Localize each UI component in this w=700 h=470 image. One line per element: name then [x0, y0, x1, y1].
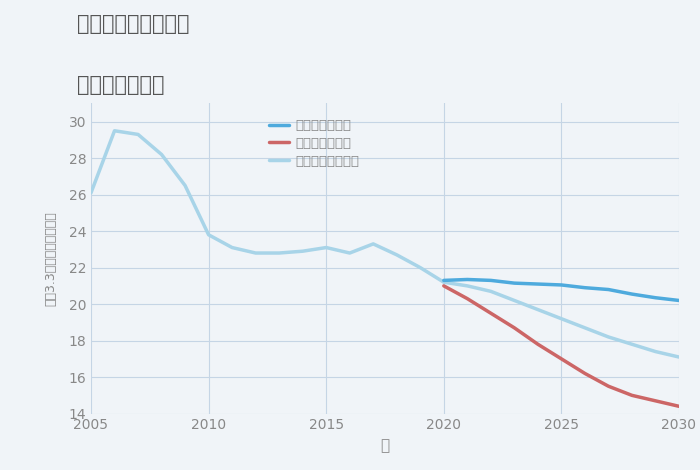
- ノーマルシナリオ: [322, 245, 330, 251]
- グッドシナリオ: [440, 278, 448, 283]
- Text: 土地の価格推移: 土地の価格推移: [77, 75, 164, 95]
- ノーマルシナリオ: [628, 341, 636, 347]
- Line: ノーマルシナリオ: ノーマルシナリオ: [91, 131, 679, 357]
- ノーマルシナリオ: [557, 316, 566, 321]
- ノーマルシナリオ: [581, 325, 589, 331]
- グッドシナリオ: [533, 281, 542, 287]
- バッドシナリオ: [486, 310, 495, 316]
- ノーマルシナリオ: [393, 252, 401, 258]
- バッドシナリオ: [510, 325, 519, 331]
- ノーマルシナリオ: [228, 245, 237, 251]
- ノーマルシナリオ: [181, 183, 189, 188]
- バッドシナリオ: [651, 398, 659, 404]
- ノーマルシナリオ: [510, 298, 519, 303]
- グッドシナリオ: [628, 291, 636, 297]
- ノーマルシナリオ: [275, 250, 284, 256]
- ノーマルシナリオ: [251, 250, 260, 256]
- グッドシナリオ: [651, 295, 659, 300]
- X-axis label: 年: 年: [380, 438, 390, 453]
- ノーマルシナリオ: [604, 334, 612, 340]
- バッドシナリオ: [557, 356, 566, 362]
- バッドシナリオ: [581, 371, 589, 376]
- バッドシナリオ: [604, 384, 612, 389]
- ノーマルシナリオ: [346, 250, 354, 256]
- ノーマルシナリオ: [111, 128, 119, 133]
- バッドシナリオ: [440, 283, 448, 289]
- グッドシナリオ: [675, 298, 683, 303]
- ノーマルシナリオ: [675, 354, 683, 360]
- ノーマルシナリオ: [416, 265, 424, 270]
- ノーマルシナリオ: [204, 232, 213, 238]
- バッドシナリオ: [533, 341, 542, 347]
- ノーマルシナリオ: [463, 283, 472, 289]
- ノーマルシナリオ: [158, 152, 166, 157]
- ノーマルシナリオ: [298, 248, 307, 254]
- ノーマルシナリオ: [134, 132, 142, 137]
- グッドシナリオ: [604, 287, 612, 292]
- グッドシナリオ: [510, 280, 519, 286]
- ノーマルシナリオ: [440, 279, 448, 285]
- グッドシナリオ: [581, 285, 589, 290]
- バッドシナリオ: [463, 296, 472, 301]
- Legend: グッドシナリオ, バッドシナリオ, ノーマルシナリオ: グッドシナリオ, バッドシナリオ, ノーマルシナリオ: [270, 119, 360, 167]
- Y-axis label: 坪（3.3㎡）単価（万円）: 坪（3.3㎡）単価（万円）: [44, 211, 57, 306]
- Line: バッドシナリオ: バッドシナリオ: [444, 286, 679, 406]
- バッドシナリオ: [675, 403, 683, 409]
- ノーマルシナリオ: [651, 349, 659, 354]
- バッドシナリオ: [628, 392, 636, 398]
- Line: グッドシナリオ: グッドシナリオ: [444, 280, 679, 300]
- Text: 千葉県館山市高井の: 千葉県館山市高井の: [77, 14, 190, 34]
- ノーマルシナリオ: [533, 307, 542, 313]
- グッドシナリオ: [463, 277, 472, 282]
- ノーマルシナリオ: [87, 190, 95, 196]
- ノーマルシナリオ: [486, 289, 495, 294]
- グッドシナリオ: [557, 282, 566, 288]
- グッドシナリオ: [486, 278, 495, 283]
- ノーマルシナリオ: [369, 241, 377, 247]
